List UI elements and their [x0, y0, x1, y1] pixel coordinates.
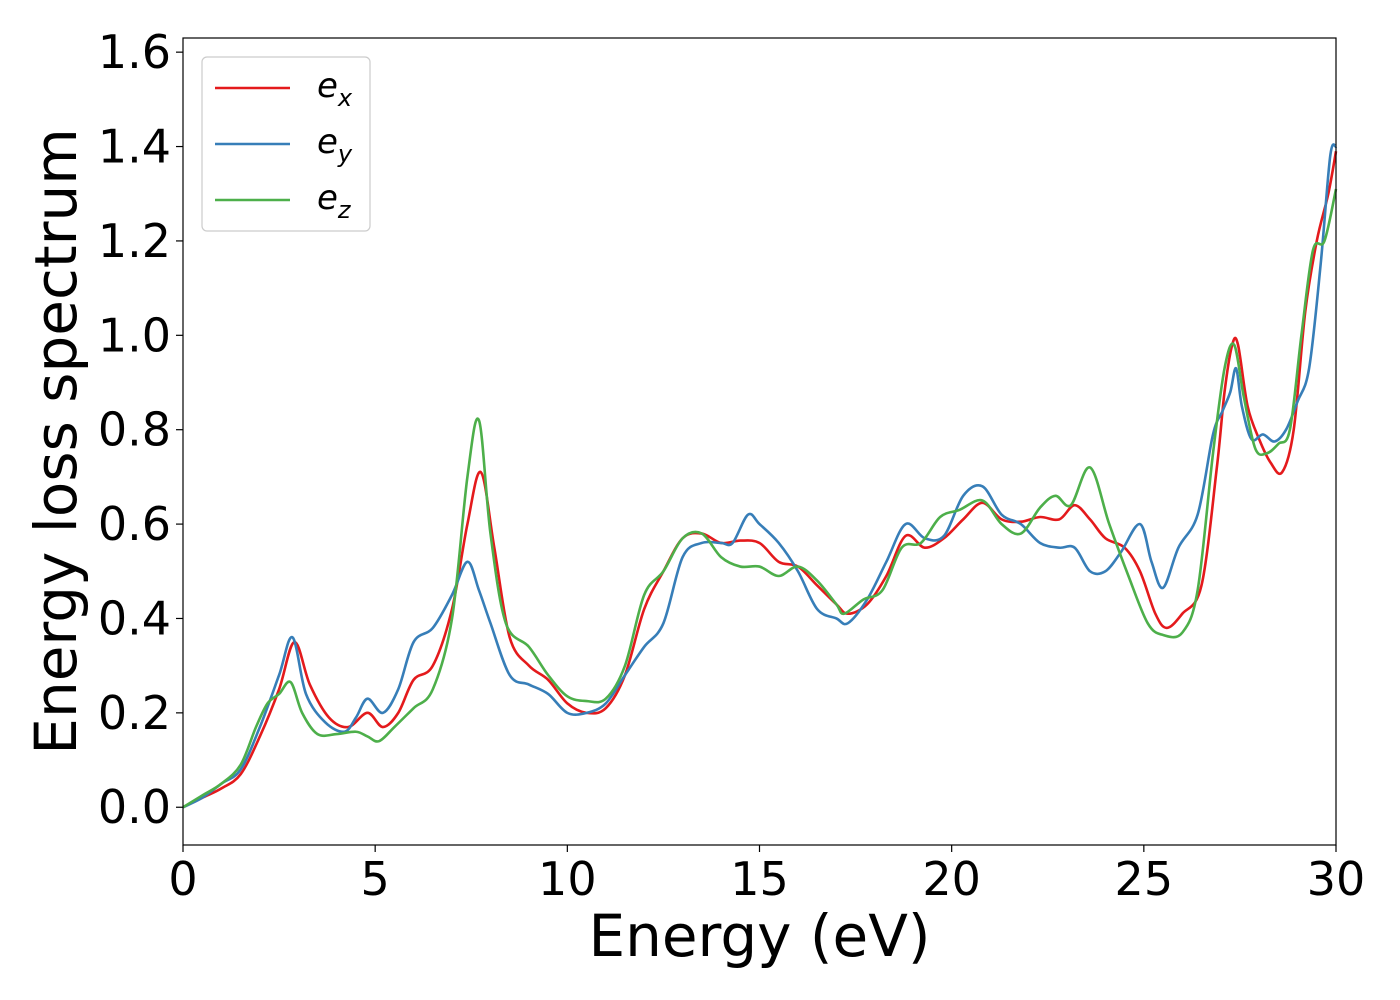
y-tick-label: 0.6 [98, 497, 171, 551]
y-axis-ticks: 0.0 0.2 0.4 0.6 0.8 1.0 1.2 1.4 1.6 [98, 25, 183, 834]
y-axis-label: Energy loss spectrum [22, 128, 90, 754]
series-line-y [182, 143, 1338, 809]
x-tick-label: 15 [730, 852, 789, 906]
x-tick-label: 30 [1307, 852, 1366, 906]
y-tick-label: 0.8 [98, 403, 171, 457]
x-tick-label: 20 [922, 852, 981, 906]
y-tick-label: 1.0 [98, 308, 171, 362]
y-tick-label: 1.4 [98, 120, 171, 174]
x-tick-label: 5 [361, 852, 390, 906]
series-line-z [182, 188, 1338, 809]
y-tick-label: 0.4 [98, 591, 171, 645]
y-tick-label: 0.0 [98, 780, 171, 834]
y-tick-label: 1.6 [98, 25, 171, 79]
y-tick-label: 0.2 [98, 686, 171, 740]
x-tick-label: 25 [1115, 852, 1174, 906]
x-axis-ticks: 0 5 10 15 20 25 30 [168, 845, 1365, 906]
series-line-x [182, 151, 1338, 809]
x-axis-label: Energy (eV) [588, 902, 930, 970]
x-tick-label: 0 [168, 852, 197, 906]
series-layer [182, 143, 1338, 809]
y-tick-label: 1.2 [98, 214, 171, 268]
x-tick-label: 10 [538, 852, 597, 906]
